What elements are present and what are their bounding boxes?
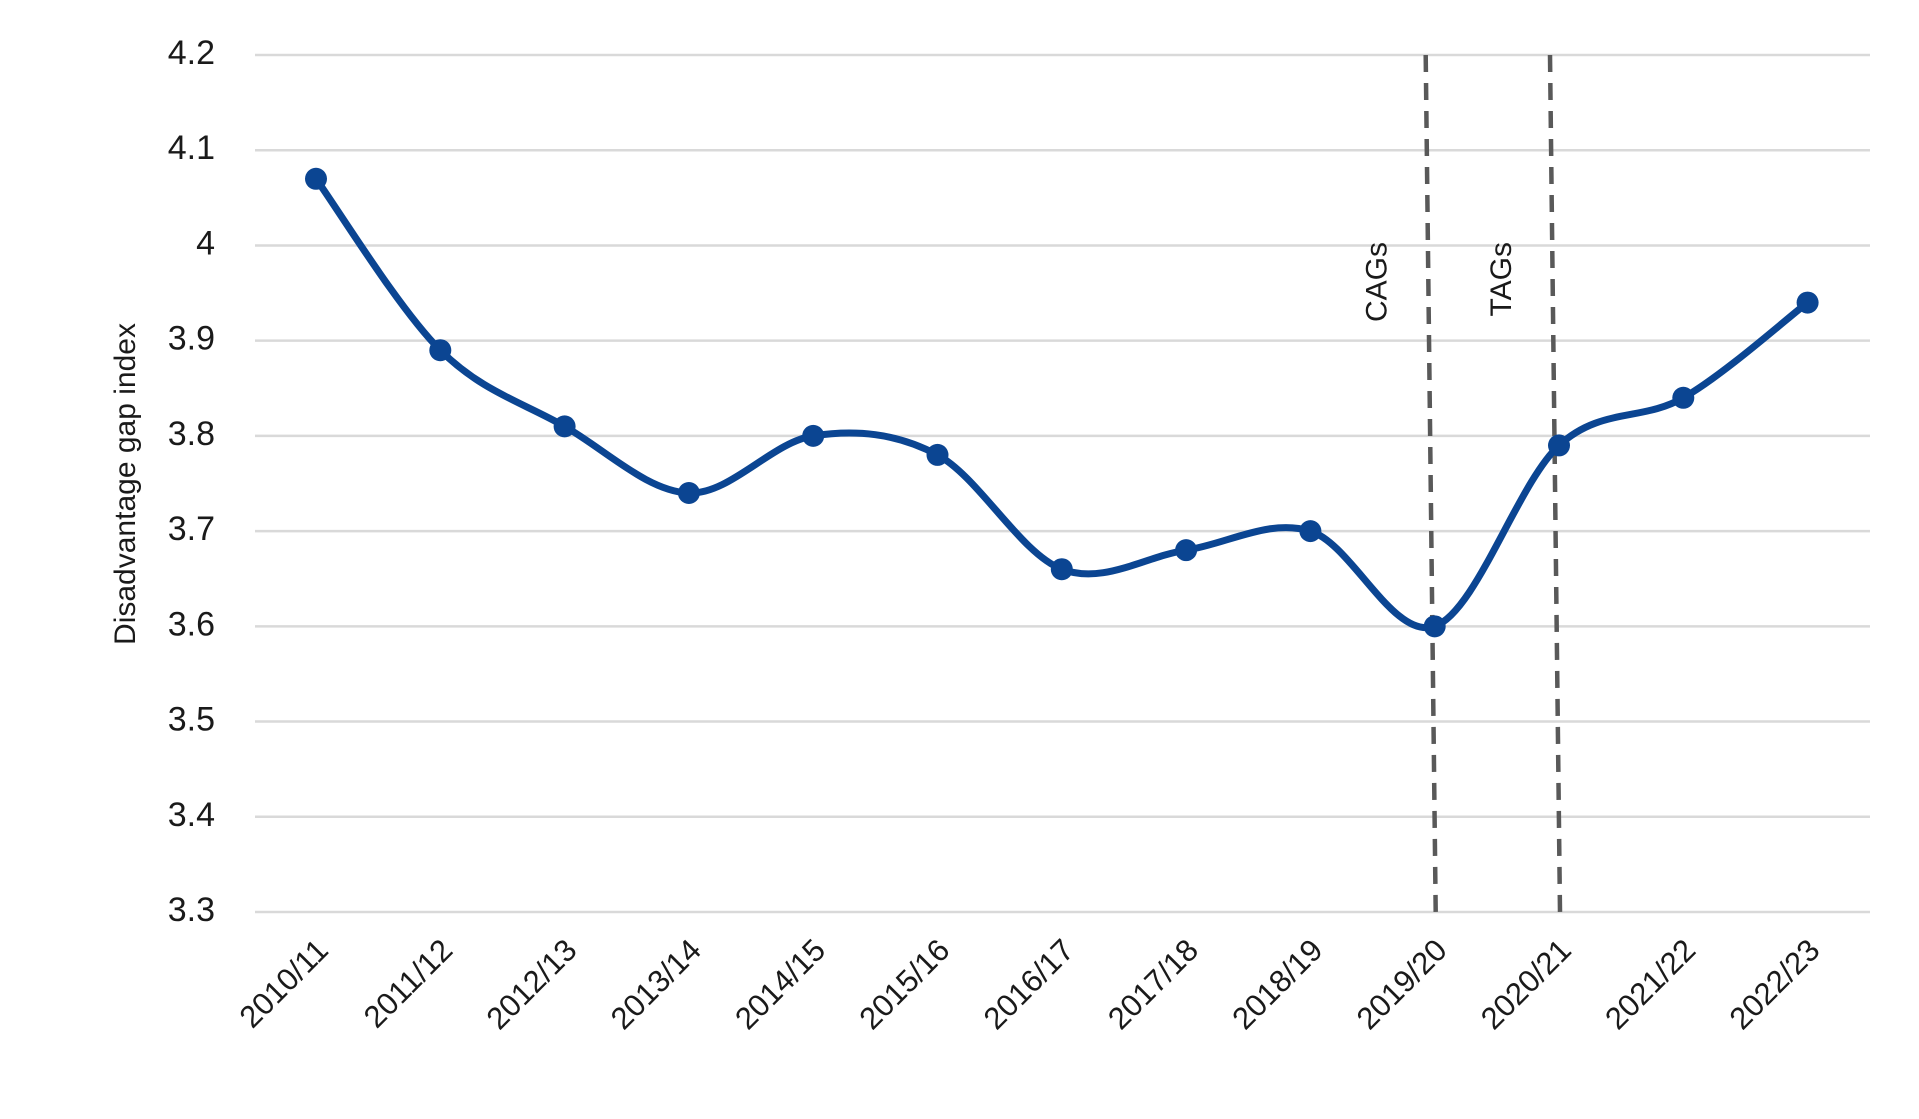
annotation-line xyxy=(1547,54,1563,913)
y-tick-label: 4.2 xyxy=(168,34,215,72)
x-tick-label: 2015/16 xyxy=(852,932,956,1036)
x-tick-label: 2016/17 xyxy=(977,932,1081,1036)
x-tick-label: 2021/22 xyxy=(1598,932,1702,1036)
x-tick-label: 2013/14 xyxy=(604,932,708,1036)
marker xyxy=(429,339,452,362)
marker xyxy=(553,415,576,438)
x-tick-label: 2017/18 xyxy=(1101,932,1205,1036)
x-tick-label: 2012/13 xyxy=(480,932,584,1036)
marker xyxy=(802,424,825,447)
y-tick-label: 3.6 xyxy=(168,605,215,643)
x-tick-label: 2020/21 xyxy=(1474,932,1578,1036)
marker xyxy=(677,482,700,505)
marker xyxy=(1175,539,1198,562)
marker xyxy=(1548,434,1570,457)
y-tick-label: 3.4 xyxy=(168,796,215,834)
x-tick-label: 2018/19 xyxy=(1225,932,1329,1036)
y-tick-label: 3.8 xyxy=(168,415,215,453)
y-tick-label: 4 xyxy=(196,224,215,262)
marker xyxy=(1796,291,1819,314)
x-tick-label: 2014/15 xyxy=(728,932,832,1036)
x-tick-label: 2011/12 xyxy=(357,932,459,1034)
annotation-line xyxy=(1423,54,1438,913)
y-tick-label: 3.3 xyxy=(168,891,215,929)
annotation-label: CAGs xyxy=(1361,242,1394,322)
marker xyxy=(305,167,327,190)
x-tick-label: 2022/23 xyxy=(1723,932,1827,1036)
x-tick-label: 2010/11 xyxy=(233,932,335,1034)
marker xyxy=(1050,558,1073,581)
marker xyxy=(1299,520,1322,543)
y-axis-label: Disadvantage gap index xyxy=(109,323,142,645)
y-tick-label: 3.7 xyxy=(168,510,215,548)
marker xyxy=(1423,615,1446,638)
y-tick-label: 4.1 xyxy=(168,129,215,167)
x-tick-label: 2019/20 xyxy=(1350,932,1454,1036)
marker xyxy=(1672,386,1695,409)
marker xyxy=(926,443,949,466)
annotation-label: TAGs xyxy=(1485,242,1518,316)
y-tick-label: 3.9 xyxy=(168,320,215,358)
y-tick-label: 3.5 xyxy=(168,701,215,739)
